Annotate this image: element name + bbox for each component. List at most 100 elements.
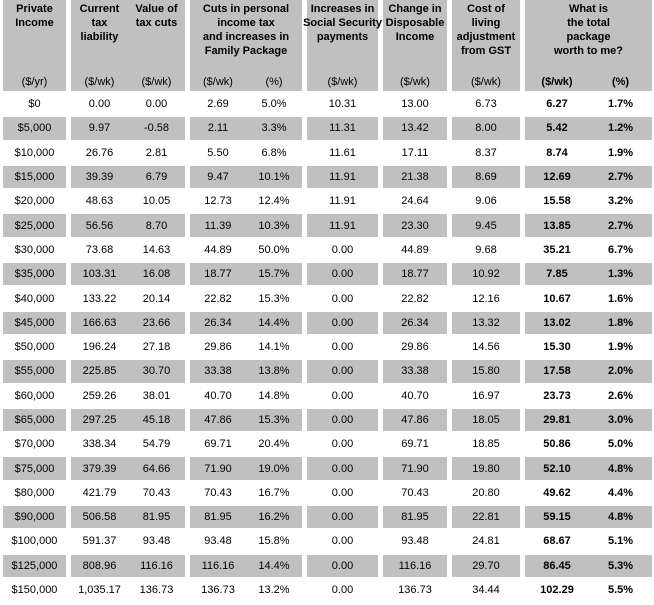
row-value-cell: 133.22 [71, 287, 128, 312]
row-value-cell: 0.00 [307, 238, 378, 264]
row-value-cell: 808.96 [71, 554, 128, 579]
row-value-cell: 68.67 [525, 530, 589, 555]
row-value-cell: 81.95 [190, 506, 246, 531]
row-value-cell: 6.7% [589, 238, 652, 264]
row-value-cell: 14.8% [246, 384, 302, 409]
row-value-cell: 64.66 [128, 457, 185, 482]
col-header-change-disposable-income: Change in Disposable Income [383, 0, 447, 60]
row-value-cell: 6.73 [452, 93, 520, 118]
row-value-cell: 4.8% [589, 506, 652, 531]
row-value-cell: 49.62 [525, 481, 589, 507]
row-value-cell: 22.82 [383, 287, 447, 312]
row-value-cell: 19.0% [246, 457, 302, 482]
row-value-cell: 14.4% [246, 554, 302, 579]
row-value-cell: 225.85 [71, 360, 128, 385]
row-value-cell: 4.4% [589, 481, 652, 507]
row-value-cell: 1.8% [589, 311, 652, 336]
row-value-cell: 44.89 [383, 238, 447, 264]
row-value-cell: 5.42 [525, 117, 589, 142]
row-value-cell: 2.69 [190, 93, 246, 118]
row-value-cell: 5.0% [246, 93, 302, 118]
row-value-cell: 50.0% [246, 238, 302, 264]
row-value-cell: 15.80 [452, 360, 520, 385]
row-value-cell: 33.38 [383, 360, 447, 385]
row-value-cell: 13.85 [525, 214, 589, 239]
row-value-cell: 1.7% [589, 93, 652, 118]
row-value-cell: 29.81 [525, 408, 589, 434]
row-income-cell: $75,000 [3, 457, 66, 482]
row-value-cell: 2.0% [589, 360, 652, 385]
row-value-cell: 9.97 [71, 117, 128, 142]
row-value-cell: 338.34 [71, 433, 128, 458]
row-value-cell: 421.79 [71, 481, 128, 507]
row-value-cell: 1.9% [589, 335, 652, 361]
row-value-cell: 9.68 [452, 238, 520, 264]
row-value-cell: 0.00 [307, 287, 378, 312]
row-value-cell: 24.64 [383, 190, 447, 215]
row-value-cell: 18.77 [190, 263, 246, 288]
row-income-cell: $70,000 [3, 433, 66, 458]
row-value-cell: 11.91 [307, 165, 378, 191]
row-value-cell: 69.71 [383, 433, 447, 458]
row-value-cell: 3.3% [246, 117, 302, 142]
unit-label-total-worth-dollars: ($/wk) [525, 60, 589, 93]
row-value-cell: 12.73 [190, 190, 246, 215]
row-value-cell: 9.45 [452, 214, 520, 239]
row-value-cell: 33.38 [190, 360, 246, 385]
row-value-cell: 116.16 [383, 554, 447, 579]
row-value-cell: 10.67 [525, 287, 589, 312]
row-value-cell: 38.01 [128, 384, 185, 409]
row-value-cell: 14.1% [246, 335, 302, 361]
row-value-cell: 15.3% [246, 287, 302, 312]
row-value-cell: 10.3% [246, 214, 302, 239]
row-value-cell: 8.74 [525, 141, 589, 166]
row-value-cell: 6.8% [246, 141, 302, 166]
unit-label-family-package-percent: (%) [246, 60, 302, 93]
row-value-cell: 16.7% [246, 481, 302, 507]
row-value-cell: 506.58 [71, 506, 128, 531]
row-value-cell: 12.16 [452, 287, 520, 312]
row-value-cell: 15.58 [525, 190, 589, 215]
row-value-cell: -0.58 [128, 117, 185, 142]
row-income-cell: $25,000 [3, 214, 66, 239]
row-value-cell: 24.81 [452, 530, 520, 555]
row-income-cell: $55,000 [3, 360, 66, 385]
row-value-cell: 0.00 [307, 360, 378, 385]
row-value-cell: 259.26 [71, 384, 128, 409]
row-income-cell: $80,000 [3, 481, 66, 507]
row-value-cell: 19.80 [452, 457, 520, 482]
row-income-cell: $90,000 [3, 506, 66, 531]
row-value-cell: 0.00 [71, 93, 128, 118]
row-income-cell: $30,000 [3, 238, 66, 264]
row-value-cell: 136.73 [190, 578, 246, 604]
row-value-cell: 0.00 [128, 93, 185, 118]
row-income-cell: $0 [3, 93, 66, 118]
row-value-cell: 26.34 [383, 311, 447, 336]
row-value-cell: 30.70 [128, 360, 185, 385]
row-income-cell: $15,000 [3, 165, 66, 191]
row-value-cell: 0.00 [307, 481, 378, 507]
row-value-cell: 70.43 [190, 481, 246, 507]
row-value-cell: 71.90 [190, 457, 246, 482]
row-value-cell: 0.00 [307, 384, 378, 409]
row-value-cell: 81.95 [128, 506, 185, 531]
row-value-cell: 29.70 [452, 554, 520, 579]
row-value-cell: 69.71 [190, 433, 246, 458]
row-value-cell: 0.00 [307, 263, 378, 288]
row-income-cell: $10,000 [3, 141, 66, 166]
row-value-cell: 59.15 [525, 506, 589, 531]
row-value-cell: 23.30 [383, 214, 447, 239]
row-value-cell: 73.68 [71, 238, 128, 264]
row-value-cell: 10.05 [128, 190, 185, 215]
row-value-cell: 35.21 [525, 238, 589, 264]
unit-label-current-tax: ($/wk) [71, 60, 128, 93]
row-income-cell: $125,000 [3, 554, 66, 579]
row-value-cell: 20.4% [246, 433, 302, 458]
unit-label-tax-cuts: ($/wk) [128, 60, 185, 93]
col-header-social-security-increases: Increases in Social Security payments [303, 0, 382, 60]
row-value-cell: 0.00 [307, 335, 378, 361]
row-value-cell: 10.31 [307, 93, 378, 118]
row-value-cell: 21.38 [383, 165, 447, 191]
unit-label-disposable-income: ($/wk) [383, 60, 447, 93]
row-value-cell: 22.81 [452, 506, 520, 531]
